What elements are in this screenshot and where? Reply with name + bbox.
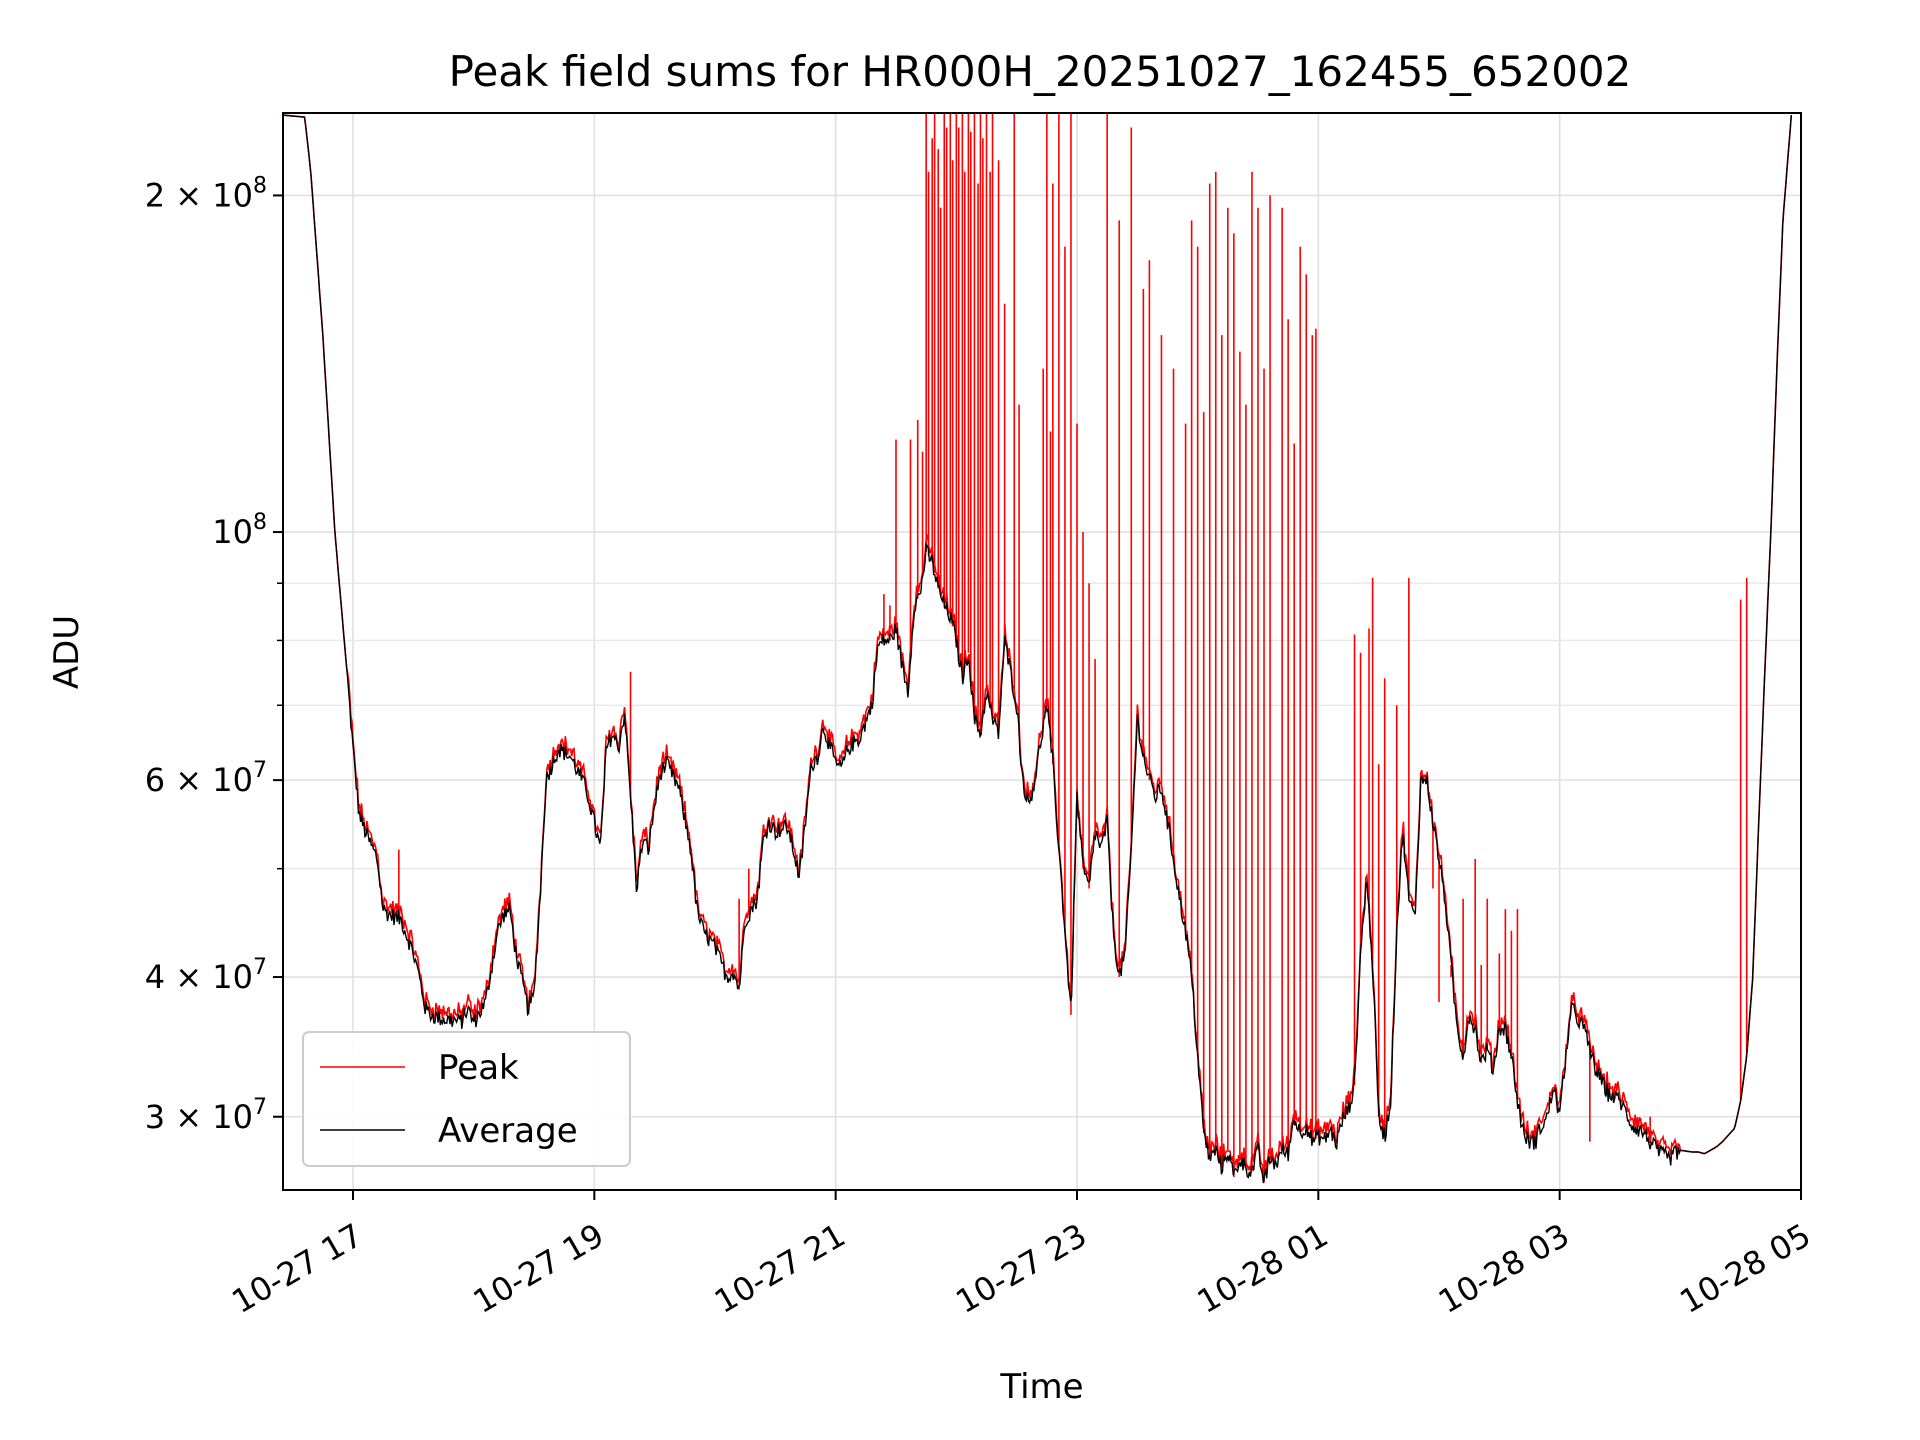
average-line — [283, 114, 1792, 1184]
x-tick-label: 10-28 03 — [1432, 1216, 1576, 1321]
plot-area-frame — [282, 112, 1802, 1191]
peak-line — [283, 114, 1793, 1180]
legend: Peak Average — [302, 1031, 631, 1167]
peak-series — [283, 113, 1793, 1183]
legend-peak-label: Peak — [438, 1048, 519, 1088]
x-tick-label: 10-27 19 — [467, 1216, 611, 1321]
x-tick-label: 10-28 05 — [1673, 1216, 1817, 1321]
y-axis-label: ADU — [47, 615, 87, 689]
average-series — [283, 114, 1792, 1184]
x-tick-label: 10-27 17 — [225, 1216, 369, 1321]
x-tick-label: 10-28 01 — [1191, 1216, 1335, 1321]
y-tick-label: 4 × 107 — [145, 955, 267, 996]
x-axis-label: Time — [999, 1367, 1083, 1407]
y-tick-label: 108 — [212, 510, 267, 551]
chart-title: Peak field sums for HR000H_20251027_1624… — [449, 47, 1632, 96]
y-tick-label: 2 × 108 — [145, 173, 267, 214]
y-axis-ticks: 3 × 107 4 × 107 6 × 107 108 2 × 108 — [145, 173, 283, 1136]
x-tick-label: 10-27 23 — [949, 1216, 1093, 1321]
y-tick-label: 6 × 107 — [145, 758, 267, 799]
legend-box — [302, 1031, 631, 1167]
grid — [283, 113, 1801, 1190]
y-tick-label: 3 × 107 — [145, 1095, 267, 1136]
legend-average-label: Average — [438, 1111, 578, 1151]
x-axis-ticks: 10-27 17 10-27 19 10-27 21 10-27 23 10-28 01… — [225, 1190, 1817, 1321]
x-tick-label: 10-27 21 — [708, 1216, 852, 1321]
